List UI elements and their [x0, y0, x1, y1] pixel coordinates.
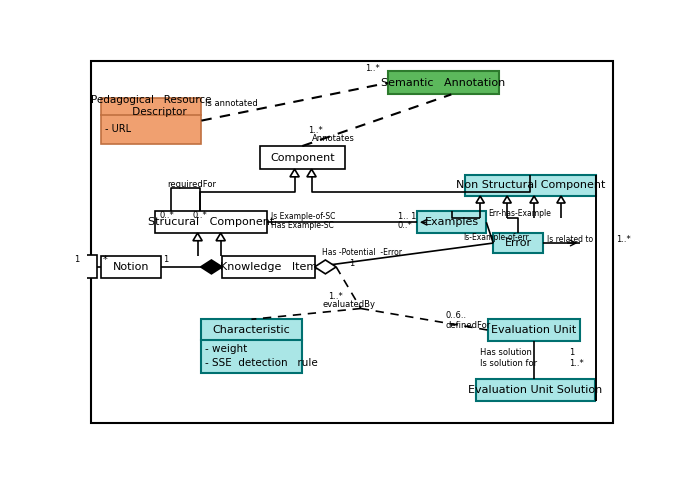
Bar: [202, 340, 302, 373]
Text: definedFor: definedFor: [445, 321, 490, 330]
Bar: [417, 212, 486, 233]
Bar: [488, 319, 580, 341]
Text: 0..*: 0..*: [159, 211, 174, 220]
Polygon shape: [193, 233, 202, 241]
Bar: [155, 212, 267, 233]
Text: Is related to: Is related to: [547, 235, 593, 244]
Text: Error: Error: [505, 238, 532, 248]
Text: Component: Component: [270, 153, 335, 162]
Bar: [465, 174, 595, 196]
Bar: [475, 379, 595, 401]
Text: 0..*: 0..*: [398, 221, 412, 230]
Polygon shape: [216, 233, 225, 241]
Text: 1..*: 1..*: [329, 293, 343, 301]
Bar: [102, 98, 202, 115]
Text: Notion: Notion: [113, 262, 150, 272]
Polygon shape: [307, 169, 316, 177]
Polygon shape: [315, 260, 336, 274]
Text: Is solution for: Is solution for: [480, 359, 537, 368]
Text: Pedagogical   Resource
     Descriptor: Pedagogical Resource Descriptor: [91, 95, 211, 117]
Polygon shape: [530, 196, 539, 203]
Polygon shape: [200, 260, 222, 274]
Text: 1: 1: [74, 255, 80, 264]
Text: *: *: [103, 255, 108, 265]
Polygon shape: [557, 196, 565, 203]
Polygon shape: [476, 196, 484, 203]
Text: 1.. 1: 1.. 1: [398, 212, 416, 221]
Polygon shape: [290, 169, 299, 177]
Bar: [102, 98, 202, 144]
Text: Annotates: Annotates: [311, 134, 355, 143]
Text: evaluatedBy: evaluatedBy: [322, 300, 375, 309]
Text: Evaluation Unit Solution: Evaluation Unit Solution: [468, 385, 602, 395]
Text: Semantic   Annotation: Semantic Annotation: [381, 78, 506, 88]
Text: Examples: Examples: [425, 217, 479, 227]
Bar: [102, 256, 161, 278]
Text: Non Structural Component: Non Structural Component: [456, 180, 605, 190]
Text: 0..6..: 0..6..: [445, 311, 466, 320]
Bar: [222, 256, 315, 278]
Bar: [260, 146, 344, 169]
Text: Has solution: Has solution: [480, 348, 532, 357]
Bar: [80, 255, 97, 278]
Text: 1..*: 1..*: [309, 126, 323, 135]
Text: Has -Potential  -Error: Has -Potential -Error: [322, 248, 402, 257]
Text: - URL: - URL: [105, 125, 131, 135]
Text: 0..*: 0..*: [192, 211, 207, 220]
Text: Is Example-of-SC: Is Example-of-SC: [271, 212, 335, 221]
Text: 1: 1: [569, 348, 574, 357]
Text: Is-Example-of-err: Is-Example-of-err: [463, 233, 529, 242]
Bar: [202, 319, 302, 373]
Text: 1..*: 1..*: [569, 359, 584, 368]
Text: Evaluation Unit: Evaluation Unit: [491, 325, 577, 335]
Text: Is annotated: Is annotated: [205, 99, 258, 108]
Text: Strucural   Component: Strucural Component: [148, 217, 274, 227]
Bar: [388, 71, 499, 94]
Text: 1..*: 1..*: [617, 235, 631, 244]
Text: - weight
- SSE  detection   rule: - weight - SSE detection rule: [205, 344, 318, 368]
Text: Has Example-SC: Has Example-SC: [271, 221, 333, 230]
Text: Knowledge   Item: Knowledge Item: [220, 262, 317, 272]
Text: 1..*: 1..*: [365, 64, 379, 73]
Polygon shape: [503, 196, 511, 203]
Bar: [202, 319, 302, 340]
Text: Characteristic: Characteristic: [213, 324, 290, 334]
Text: 1: 1: [349, 259, 355, 268]
Text: requiredFor: requiredFor: [167, 180, 216, 189]
Text: Err-has-Example: Err-has-Example: [488, 208, 551, 217]
Bar: [493, 233, 543, 253]
Text: 1: 1: [163, 255, 168, 264]
Bar: [102, 115, 202, 144]
